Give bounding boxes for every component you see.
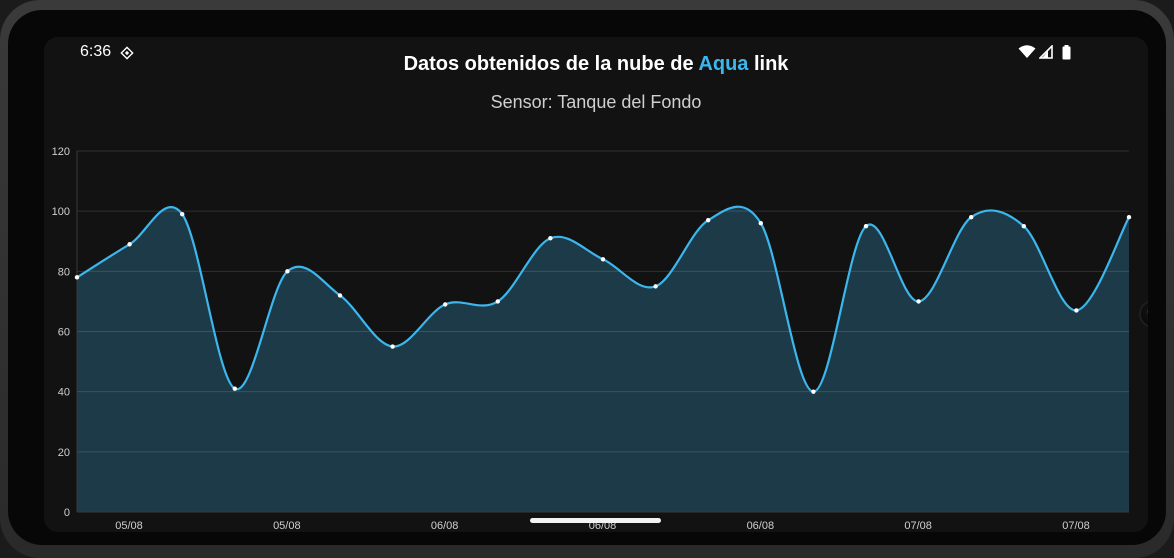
data-point [285, 269, 290, 274]
x-tick-label: 07/08 [904, 520, 932, 532]
y-tick-label: 0 [64, 507, 70, 519]
x-tick-label: 06/08 [431, 520, 459, 532]
data-point [863, 224, 869, 229]
data-point [600, 257, 606, 262]
data-point [1074, 308, 1079, 313]
y-tick-label: 80 [58, 266, 70, 278]
notification-icon [120, 46, 134, 65]
x-tick-label: 07/08 [1062, 520, 1090, 532]
y-tick-label: 120 [52, 146, 70, 158]
cellular-signal-icon [1038, 44, 1053, 64]
data-point [180, 211, 185, 217]
data-point [74, 275, 80, 280]
status-time: 6:36 [80, 43, 112, 60]
data-point [1126, 214, 1132, 220]
chart-subtitle: Sensor: Tanque del Fondo [490, 92, 702, 112]
y-tick-label: 100 [52, 206, 70, 218]
title-prefix: Datos obtenidos de la nube de [403, 53, 699, 75]
data-point [548, 236, 553, 241]
data-point [337, 293, 343, 298]
x-tick-label: 05/08 [115, 520, 143, 532]
y-tick-label: 20 [58, 447, 70, 459]
battery-icon [1062, 45, 1071, 65]
phone-bezel: 6:36 Datos obtenidos de la nube de Aqua … [8, 10, 1166, 545]
data-point [232, 386, 237, 391]
data-point [1021, 224, 1026, 229]
data-point [916, 299, 921, 304]
wifi-icon [1018, 45, 1036, 64]
chart-title: Datos obtenidos de la nube de Aqua link [44, 53, 1148, 76]
data-point [443, 302, 448, 307]
x-tick-label: 06/08 [589, 520, 617, 532]
title-accent: Aqua [698, 53, 749, 75]
data-point [495, 299, 500, 304]
y-tick-label: 60 [58, 327, 70, 339]
x-tick-label: 05/08 [273, 520, 301, 532]
data-point [758, 221, 763, 226]
sensor-area-chart: 0 20 40 60 80 100 120 05/08 05/08 06/08 06/08 06/08… [52, 146, 1132, 532]
data-point [706, 217, 711, 223]
data-point [811, 389, 816, 394]
series-line [76, 205, 1130, 393]
data-point [969, 214, 974, 220]
app-screen: 6:36 Datos obtenidos de la nube de Aqua … [44, 37, 1148, 532]
data-point [390, 344, 395, 349]
home-gesture-bar[interactable] [530, 518, 661, 523]
area-fill [77, 206, 1129, 512]
title-suffix: link [748, 53, 789, 75]
data-point [127, 242, 132, 247]
data-point [653, 284, 658, 289]
y-tick-label: 40 [58, 387, 70, 399]
x-tick-label: 06/08 [747, 520, 775, 532]
